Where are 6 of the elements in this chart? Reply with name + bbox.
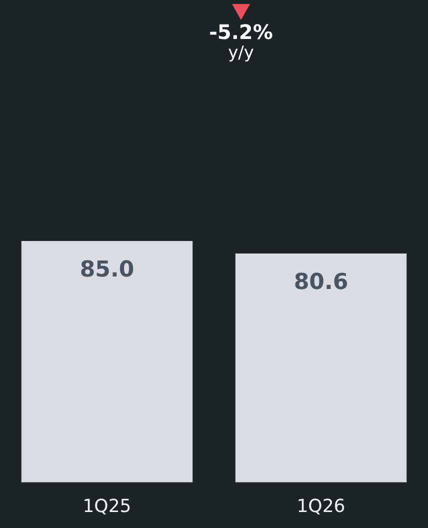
text: -5.2% (208, 20, 274, 44)
data-label: 85.0 (80, 258, 134, 283)
x-tick-label: 1Q26 (296, 496, 346, 517)
x-tick-label: 1Q25 (82, 496, 132, 517)
text: y/y (227, 43, 255, 63)
data-label: 80.6 (294, 270, 348, 296)
